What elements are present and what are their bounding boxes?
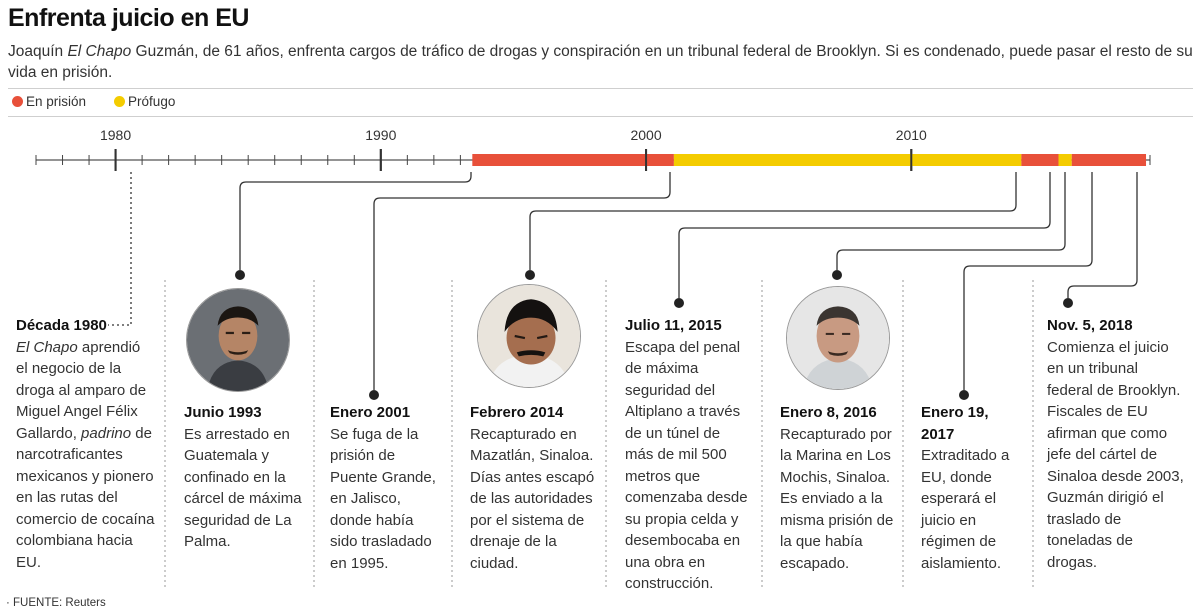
event-date: Junio 1993 <box>184 404 262 421</box>
connector-2014-dot <box>525 270 535 280</box>
connector-2017 <box>963 172 1093 390</box>
event-2015: Julio 11, 2015 Escapa del penal de máxim… <box>625 315 750 595</box>
source-note: · FUENTE: Reuters <box>6 597 106 609</box>
period-prison-bar <box>1071 154 1147 166</box>
legend: En prisión Prófugo <box>12 94 175 109</box>
event-date: Enero 8, 2016 <box>780 404 877 421</box>
connector-2015-dot <box>674 298 684 308</box>
timeline-connectors <box>108 172 1138 400</box>
connector-2015 <box>678 172 1051 298</box>
connector-2018 <box>1067 172 1138 298</box>
event-date: Febrero 2014 <box>470 404 564 421</box>
event-text: Es arrestado en Guatemala y confinado en… <box>184 425 302 551</box>
period-fugitive-bar <box>1058 154 1072 166</box>
portrait-2016-icon <box>786 286 890 390</box>
legend-divider-top <box>8 88 1193 89</box>
connector-2016 <box>836 172 1066 270</box>
portrait-2014-icon <box>477 284 581 388</box>
page-title: Enfrenta juicio en EU <box>8 4 249 32</box>
event-2017: Enero 19, 2017 Extraditado a EU, donde e… <box>921 402 1017 574</box>
event-1980s: Década 1980 El Chapo aprendió el negocio… <box>16 315 156 573</box>
event-2014: Febrero 2014 Recapturado en Mazatlán, Si… <box>470 402 596 574</box>
connector-2014 <box>529 172 1017 270</box>
fugitive-dot-icon <box>114 96 126 107</box>
subtitle-emphasis: El Chapo <box>67 43 132 60</box>
connector-1993-dot <box>235 270 245 280</box>
portrait-1993-icon <box>186 288 290 392</box>
connector-1980s <box>108 172 132 326</box>
event-separators <box>164 280 1034 590</box>
connector-1993 <box>239 172 472 270</box>
event-2016: Enero 8, 2016 Recapturado por la Marina … <box>780 402 896 574</box>
prison-dot-icon <box>12 96 23 107</box>
event-date: Enero 2001 <box>330 404 411 421</box>
event-1993: Junio 1993 Es arrestado en Guatemala y c… <box>184 402 302 553</box>
connector-2018-dot <box>1063 298 1073 308</box>
timeline-year-labels: 1980 1990 2000 2010 <box>100 127 927 143</box>
connector-2001-dot <box>369 390 379 400</box>
period-prison-bar <box>1021 154 1059 166</box>
event-text: Comienza el juicio en un tribunal federa… <box>1047 338 1184 571</box>
connector-2016-dot <box>832 270 842 280</box>
year-label-1990: 1990 <box>365 127 396 143</box>
event-text: Extraditado a EU, donde esperará el juic… <box>921 447 1010 572</box>
year-label-2000: 2000 <box>630 127 661 143</box>
event-date: Nov. 5, 2018 <box>1047 317 1133 334</box>
legend-divider-bottom <box>8 116 1193 117</box>
connector-2001 <box>373 172 671 390</box>
timeline-periods <box>114 149 1147 171</box>
legend-item-prison: En prisión <box>12 94 86 109</box>
connector-2017-dot <box>959 390 969 400</box>
year-label-2010: 2010 <box>896 127 927 143</box>
event-text: Recapturado en Mazatlán, Sinaloa. Días a… <box>470 425 595 572</box>
event-date: Década 1980 <box>16 317 107 334</box>
year-label-1980: 1980 <box>100 127 131 143</box>
event-date: Enero 19, 2017 <box>921 404 989 443</box>
period-fugitive-bar <box>673 154 1022 166</box>
event-2001: Enero 2001 Se fuga de la prisión de Puen… <box>330 402 438 574</box>
event-text: Recapturado por la Marina en Los Mochis,… <box>780 425 894 572</box>
event-2018: Nov. 5, 2018 Comienza el juicio en un tr… <box>1047 315 1185 573</box>
event-text: Escapa del penal de máxima seguridad del… <box>625 338 748 593</box>
event-date: Julio 11, 2015 <box>625 317 722 334</box>
event-text: Se fuga de la prisión de Puente Grande, … <box>330 425 436 572</box>
subtitle: Joaquín El Chapo Guzmán, de 61 años, enf… <box>8 43 1193 81</box>
event-text: El Chapo aprendió el negocio de la droga… <box>16 338 155 571</box>
period-prison-bar <box>472 154 674 166</box>
legend-item-fugitive: Prófugo <box>114 94 175 109</box>
